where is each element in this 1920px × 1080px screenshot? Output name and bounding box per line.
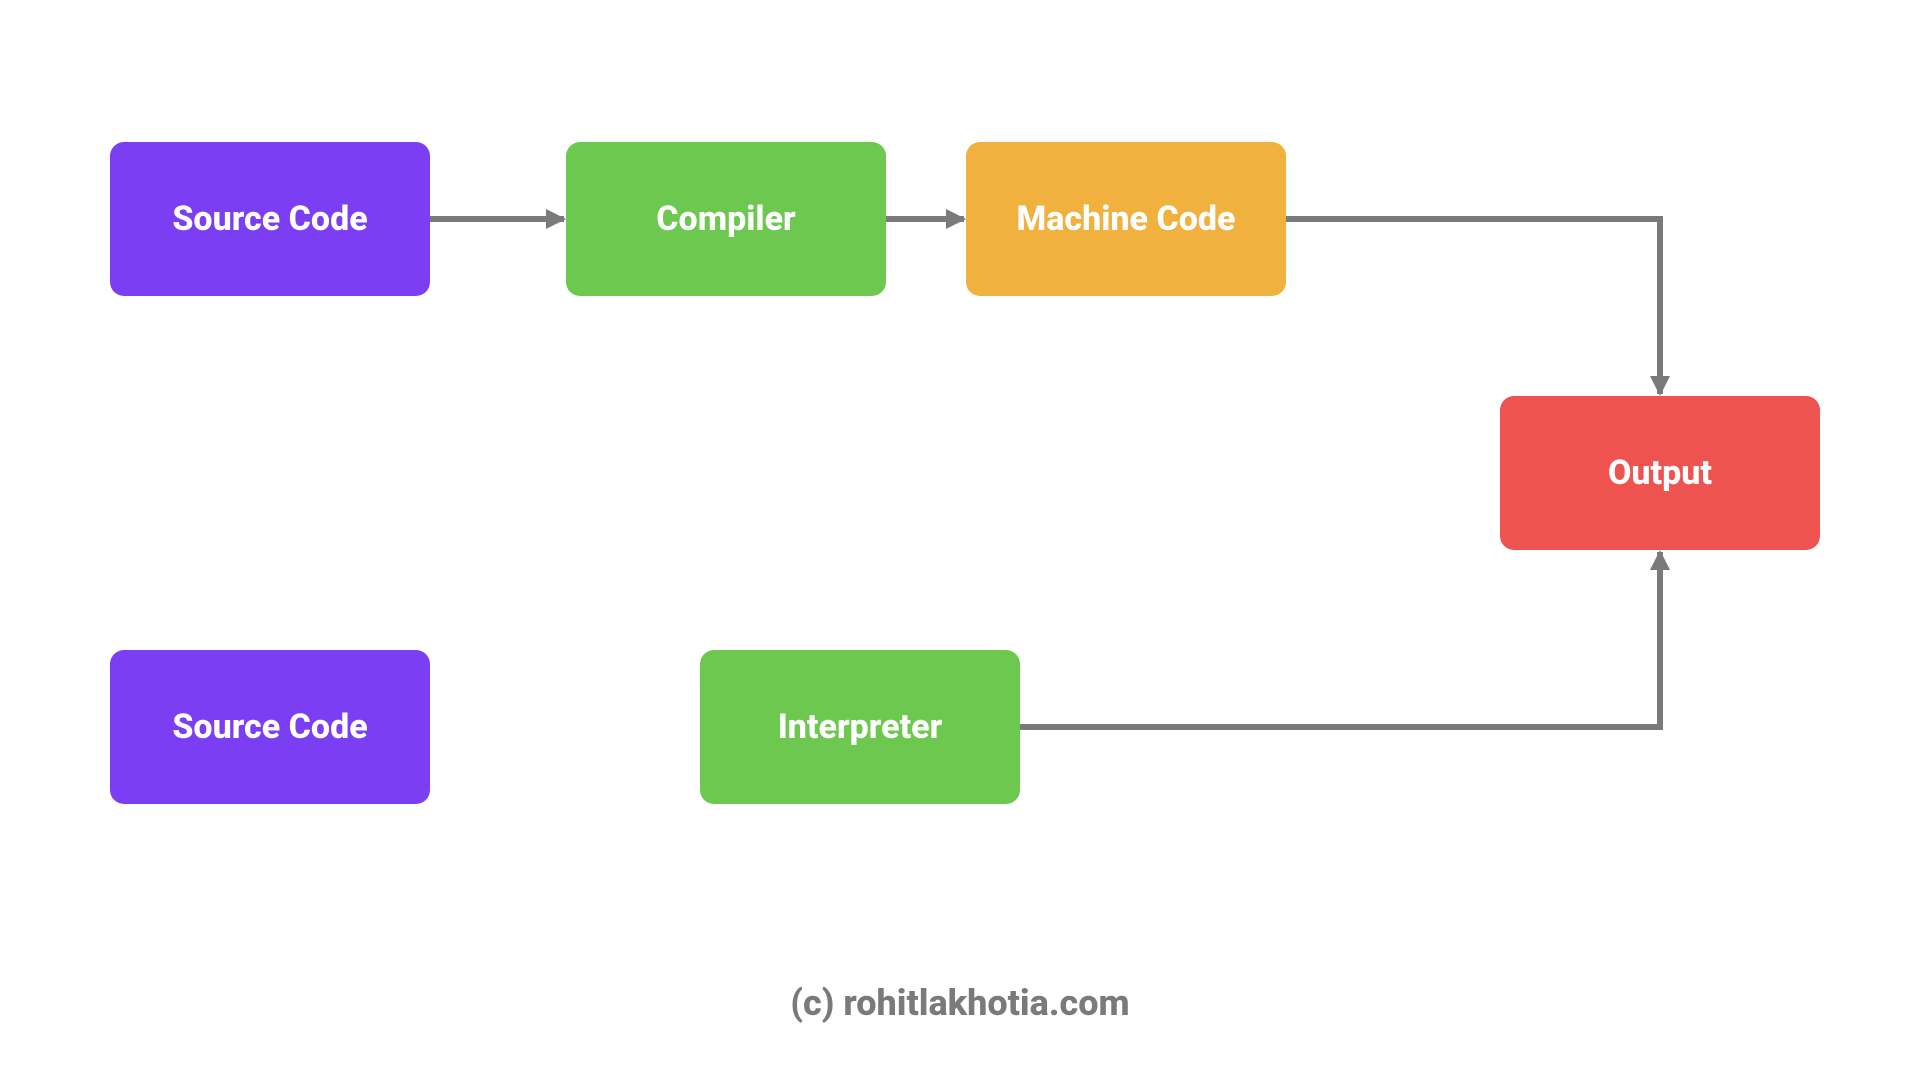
node-label: Interpreter: [778, 707, 943, 747]
node-interpreter: Interpreter: [700, 650, 1020, 804]
node-compiler: Compiler: [566, 142, 886, 296]
node-label: Source Code: [172, 199, 367, 239]
edge: [1020, 552, 1660, 727]
node-machine-code: Machine Code: [966, 142, 1286, 296]
node-label: Compiler: [656, 199, 795, 239]
edge: [1286, 219, 1660, 394]
node-label: Machine Code: [1017, 199, 1236, 239]
node-label: Output: [1608, 453, 1712, 493]
node-source-code-2: Source Code: [110, 650, 430, 804]
node-source-code-1: Source Code: [110, 142, 430, 296]
attribution-text: (c) rohitlakhotia.com: [660, 982, 1260, 1024]
node-label: Source Code: [172, 707, 367, 747]
diagram-canvas: Source Code Compiler Machine Code Output…: [0, 0, 1920, 1080]
node-output: Output: [1500, 396, 1820, 550]
